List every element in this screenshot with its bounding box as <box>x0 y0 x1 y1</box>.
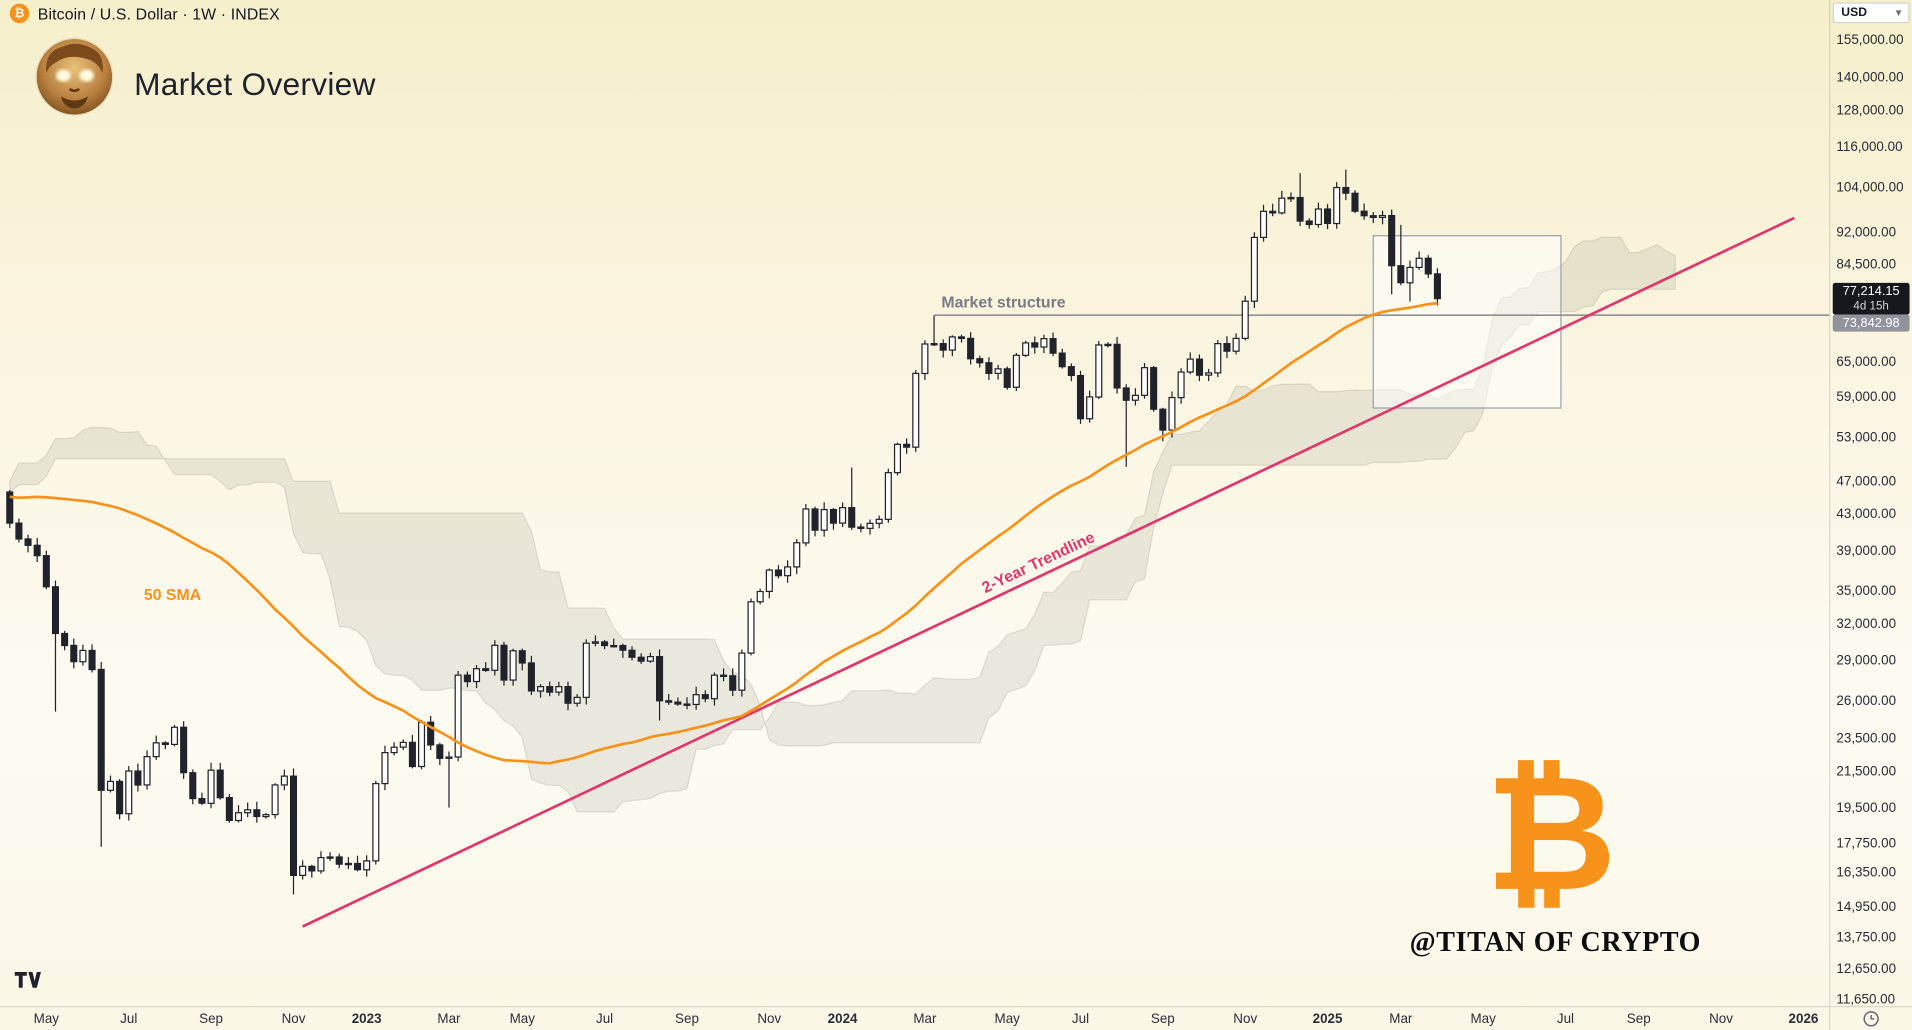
avatar <box>36 39 113 115</box>
time-tick: 2026 <box>1788 1012 1819 1027</box>
time-tick: Jul <box>1071 1012 1090 1027</box>
price-tick: 39,000.00 <box>1836 543 1897 559</box>
time-tick: Jul <box>595 1012 614 1027</box>
price-tick: 13,750.00 <box>1836 930 1897 946</box>
time-tick: Mar <box>437 1012 461 1027</box>
ichimoku-cloud <box>9 236 1676 813</box>
time-tick: Mar <box>913 1012 937 1027</box>
time-tick: May <box>33 1012 60 1027</box>
price-tick: 19,500.00 <box>1836 801 1897 816</box>
price-tick: 47,000.00 <box>1836 474 1897 490</box>
time-tick: May <box>1470 1012 1496 1027</box>
price-tick: 43,000.00 <box>1836 507 1897 523</box>
price-tick: 14,950.00 <box>1836 899 1897 915</box>
time-tick: May <box>994 1012 1020 1027</box>
time-tick: Sep <box>675 1012 699 1027</box>
time-tick: Nov <box>281 1012 306 1027</box>
time-tick: Sep <box>1626 1012 1651 1027</box>
bar-close-countdown: 4d 15h <box>1853 299 1889 314</box>
price-tick: 59,000.00 <box>1836 390 1897 406</box>
price-tick: 104,000.00 <box>1836 180 1904 195</box>
price-tick: 140,000.00 <box>1836 70 1904 85</box>
time-tick: Sep <box>1150 1012 1175 1027</box>
structure-price-badge: 73,842.98 <box>1832 315 1910 333</box>
chevron-down-icon: ▼ <box>1893 7 1904 19</box>
price-tick: 35,000.00 <box>1836 584 1897 599</box>
price-tick: 21,500.00 <box>1836 764 1897 780</box>
price-tick: 16,350.00 <box>1836 866 1897 881</box>
time-tick: Sep <box>199 1012 224 1027</box>
symbol-title[interactable]: Bitcoin / U.S. Dollar · 1W · INDEX <box>37 4 280 23</box>
clock-icon[interactable] <box>1862 1010 1880 1028</box>
price-tick: 17,750.00 <box>1836 835 1897 851</box>
price-tick: 128,000.00 <box>1836 103 1904 118</box>
time-tick: 2024 <box>827 1012 858 1027</box>
price-tick: 23,500.00 <box>1836 731 1897 747</box>
price-axis[interactable]: USD ▼ 77,214.15 4d 15h 73,842.98 155,000… <box>1829 0 1912 1007</box>
price-tick: 53,000.00 <box>1836 430 1897 445</box>
price-tick: 65,000.00 <box>1836 354 1897 370</box>
time-tick: May <box>509 1012 535 1027</box>
price-tick: 26,000.00 <box>1836 694 1897 709</box>
watermark-handle: @TITAN OF CRYPTO <box>1409 926 1702 958</box>
price-tick: 84,500.00 <box>1836 257 1897 272</box>
time-tick: Jul <box>120 1012 138 1027</box>
price-tick: 92,000.00 <box>1836 225 1897 241</box>
currency-label: USD <box>1841 6 1868 20</box>
market-structure-label: Market structure <box>941 292 1066 311</box>
highlight-box[interactable] <box>1372 235 1562 409</box>
price-tick: 116,000.00 <box>1836 139 1903 155</box>
price-tick: 12,650.00 <box>1836 961 1897 977</box>
time-tick: Jul <box>1556 1012 1575 1027</box>
time-tick: 2025 <box>1312 1012 1343 1027</box>
bitcoin-icon: ₿ <box>9 3 30 24</box>
price-tick: 11,650.00 <box>1836 991 1896 1007</box>
tradingview-logo-icon[interactable] <box>14 971 42 996</box>
trendline[interactable] <box>302 216 1795 928</box>
time-axis[interactable]: May Jul Sep Nov 2023 Mar May Jul Sep Nov 2024 Mar Ma… <box>0 1005 1830 1030</box>
sma-label: 50 SMA <box>143 585 202 604</box>
current-price-badge: 77,214.15 4d 15h <box>1832 282 1910 315</box>
price-tick: 29,000.00 <box>1836 653 1897 669</box>
time-tick: Mar <box>1389 1012 1413 1027</box>
price-tick: 155,000.00 <box>1836 32 1904 47</box>
symbol-header[interactable]: ₿ Bitcoin / U.S. Dollar · 1W · INDEX <box>9 3 280 24</box>
price-chart-pane[interactable] <box>0 0 1830 1006</box>
time-tick: Nov <box>1233 1012 1258 1027</box>
current-price-value: 77,214.15 <box>1842 283 1900 299</box>
time-tick: Nov <box>1709 1012 1733 1027</box>
sma-line[interactable] <box>9 301 1438 765</box>
price-tick: 32,000.00 <box>1836 617 1897 632</box>
avatar-image <box>36 39 113 115</box>
page-title: Market Overview <box>134 65 376 103</box>
time-tick: Nov <box>757 1012 782 1027</box>
axis-corner <box>1829 1005 1912 1030</box>
time-tick: 2023 <box>351 1012 382 1027</box>
bitcoin-watermark-icon: ₿ <box>1485 740 1617 928</box>
currency-selector[interactable]: USD ▼ <box>1832 2 1910 24</box>
